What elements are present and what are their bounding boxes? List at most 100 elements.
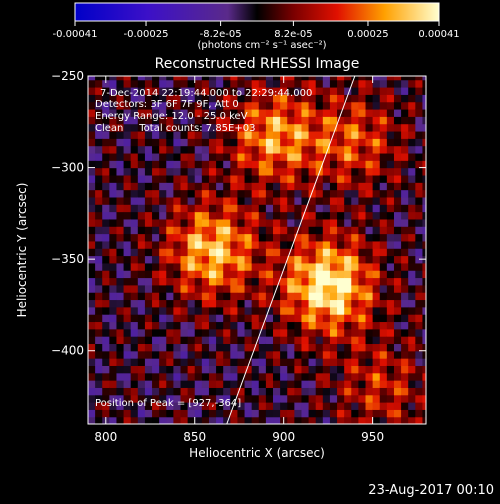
heatmap-cell	[322, 321, 331, 330]
heatmap-cell	[180, 387, 189, 396]
heatmap-cell	[408, 328, 416, 337]
heatmap-cell	[287, 284, 295, 293]
heatmap-cell	[273, 152, 281, 161]
heatmap-cell	[258, 94, 267, 103]
heatmap-cell	[280, 167, 288, 176]
heatmap-cell	[294, 152, 303, 161]
heatmap-cell	[337, 204, 345, 213]
heatmap-cell	[301, 160, 310, 169]
heatmap-cell	[287, 94, 295, 103]
heatmap-cell	[173, 299, 182, 308]
heatmap-cell	[173, 86, 182, 95]
heatmap-cell	[273, 402, 281, 410]
heatmap-cell	[329, 86, 338, 95]
heatmap-cell	[308, 262, 317, 271]
heatmap-cell	[144, 380, 153, 388]
heatmap-cell	[223, 174, 231, 183]
heatmap-cell	[180, 76, 189, 81]
heatmap-cell	[201, 365, 210, 374]
heatmap-cell	[294, 380, 303, 388]
heatmap-cell	[287, 248, 295, 257]
heatmap-cell	[308, 116, 317, 125]
heatmap-cell	[237, 108, 246, 117]
heatmap-cell	[201, 336, 210, 345]
heatmap-cell	[152, 365, 160, 374]
heatmap-cell	[301, 343, 310, 352]
heatmap-cell	[379, 94, 388, 103]
heatmap-cell	[280, 358, 288, 366]
heatmap-cell	[308, 380, 317, 388]
heatmap-cell	[287, 204, 295, 213]
heatmap-cell	[386, 394, 395, 403]
heatmap-cell	[137, 86, 146, 95]
heatmap-cell	[422, 218, 426, 227]
heatmap-cell	[130, 79, 139, 88]
heatmap-cell	[301, 299, 310, 308]
heatmap-cell	[337, 116, 345, 125]
heatmap-cell	[265, 380, 274, 388]
heatmap-cell	[308, 130, 317, 139]
heatmap-cell	[287, 394, 295, 403]
heatmap-cell	[116, 116, 125, 125]
heatmap-cell	[109, 277, 118, 286]
heatmap-cell	[251, 101, 260, 110]
heatmap-cell	[152, 284, 160, 293]
heatmap-cell	[408, 86, 416, 95]
heatmap-cell	[180, 167, 189, 176]
heatmap-cell	[337, 394, 345, 403]
heatmap-cell	[102, 248, 110, 257]
heatmap-cell	[365, 277, 374, 286]
heatmap-cell	[287, 255, 295, 264]
heatmap-cell	[88, 350, 96, 359]
heatmap-cell	[351, 306, 359, 315]
heatmap-cell	[123, 189, 132, 198]
heatmap-cell	[386, 130, 395, 139]
heatmap-cell	[408, 226, 416, 235]
heatmap-cell	[223, 277, 231, 286]
heatmap-cell	[180, 101, 189, 110]
heatmap-cell	[422, 328, 426, 337]
heatmap-cell	[408, 270, 416, 279]
heatmap-cell	[152, 160, 160, 169]
heatmap-cell	[294, 284, 303, 293]
heatmap-cell	[244, 284, 253, 293]
heatmap-cell	[337, 182, 345, 191]
heatmap-cell	[237, 321, 246, 330]
heatmap-cell	[329, 416, 338, 424]
heatmap-cell	[251, 292, 260, 301]
heatmap-cell	[344, 86, 352, 95]
heatmap-cell	[415, 116, 424, 125]
heatmap-cell	[194, 372, 203, 381]
heatmap-cell	[130, 336, 139, 345]
heatmap-cell	[386, 240, 395, 249]
heatmap-cell	[408, 321, 416, 330]
heatmap-cell	[173, 358, 182, 366]
heatmap-cell	[329, 182, 338, 191]
heatmap-cell	[123, 416, 132, 424]
heatmap-cell	[109, 270, 118, 279]
heatmap-cell	[251, 174, 260, 183]
heatmap-cell	[116, 402, 125, 410]
heatmap-cell	[422, 76, 426, 81]
heatmap-cell	[102, 123, 110, 132]
heatmap-cell	[137, 101, 146, 110]
heatmap-cell	[173, 409, 182, 418]
heatmap-cell	[223, 167, 231, 176]
heatmap-cell	[130, 321, 139, 330]
heatmap-cell	[187, 130, 196, 139]
heatmap-cell	[294, 350, 303, 359]
heatmap-cell	[88, 174, 96, 183]
heatmap-cell	[201, 240, 210, 249]
heatmap-cell	[344, 189, 352, 198]
heatmap-cell	[401, 174, 409, 183]
heatmap-cell	[102, 336, 110, 345]
heatmap-cell	[223, 372, 231, 381]
heatmap-cell	[109, 152, 118, 161]
heatmap-cell	[265, 130, 274, 139]
heatmap-cell	[415, 138, 424, 147]
heatmap-cell	[337, 262, 345, 271]
heatmap-cell	[379, 292, 388, 301]
heatmap-cell	[88, 314, 96, 323]
heatmap-cell	[137, 204, 146, 213]
heatmap-cell	[95, 343, 103, 352]
